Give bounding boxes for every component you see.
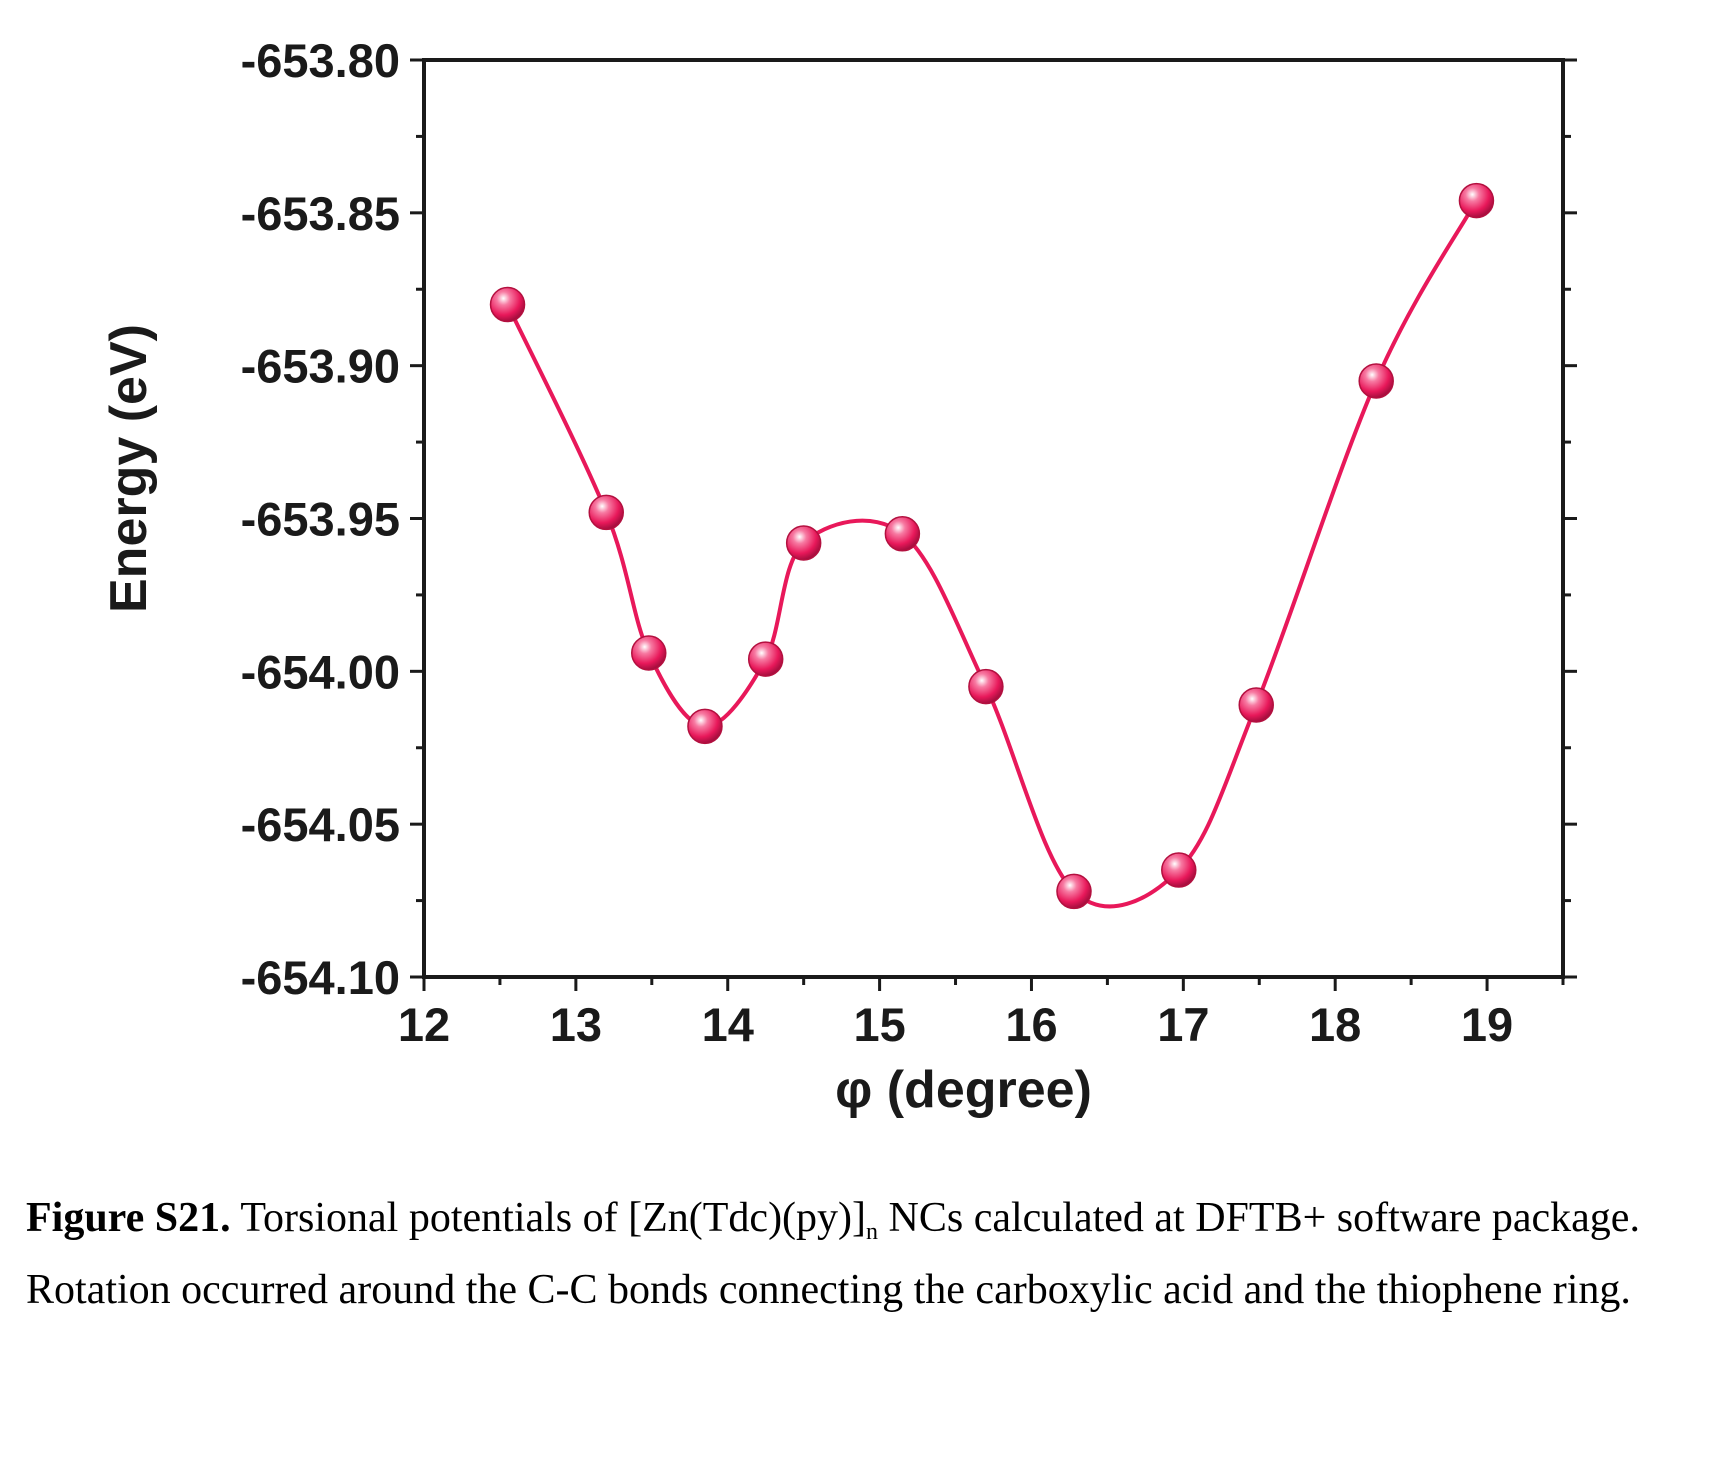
- data-point: [1056, 873, 1092, 910]
- y-tick-label: -654.00: [241, 645, 400, 698]
- data-point: [1161, 852, 1197, 888]
- x-tick-label: 13: [550, 998, 602, 1051]
- x-axis-label: φ (degree): [835, 1061, 1092, 1119]
- axis-ticks: [410, 58, 1577, 991]
- data-point: [489, 286, 526, 323]
- data-point: [631, 635, 667, 671]
- x-tick-label: 19: [1461, 998, 1513, 1051]
- data-point: [1238, 687, 1274, 723]
- x-tick-label: 17: [1157, 998, 1209, 1051]
- x-tick-label: 14: [702, 998, 754, 1051]
- data-point: [687, 708, 723, 745]
- data-point: [747, 641, 784, 677]
- plot-frame: [422, 58, 1565, 979]
- x-tick-label: 18: [1309, 998, 1361, 1051]
- energy-chart: 12 13 14 15 16 17 18 19 -653.80-653.85-653.90-6…: [100, 34, 1577, 1119]
- figure-number: Figure S21.: [26, 1195, 231, 1241]
- y-tick-label: -653.95: [241, 493, 400, 546]
- x-tick-label: 12: [398, 998, 450, 1051]
- fitted-curve: [505, 199, 1479, 909]
- y-tick-label: -653.85: [241, 187, 400, 240]
- y-tick-labels: -653.80 -653.85 -653.90 -653.95 -654.00 -654.…: [241, 34, 400, 1004]
- y-axis-label: Energy (eV): [100, 324, 158, 613]
- data-point: [968, 668, 1004, 705]
- data-points: [489, 182, 1495, 910]
- caption-text-part1: Torsional potentials of [Zn(Tdc)(py)]: [230, 1195, 867, 1241]
- data-point: [884, 516, 921, 552]
- caption-subscript: n: [866, 1219, 879, 1245]
- data-point: [588, 494, 624, 531]
- data-point: [1458, 182, 1495, 219]
- y-tick-label: -654.05: [241, 798, 400, 851]
- data-point: [785, 525, 822, 561]
- y-tick-label: -653.80: [241, 34, 400, 87]
- x-tick-label: 15: [853, 998, 905, 1051]
- data-point: [1358, 363, 1394, 399]
- x-tick-labels: 12 13 14 15 16 17 18 19: [398, 998, 1513, 1051]
- x-tick-label: 16: [1005, 998, 1057, 1051]
- y-tick-label: -653.90: [241, 340, 400, 393]
- caption-text-part2: NCs calculated at DFTB+ software package…: [26, 1195, 1640, 1313]
- figure-caption: Figure S21. Torsional potentials of [Zn(…: [26, 1185, 1701, 1323]
- y-tick-label: -654.10: [241, 951, 400, 1004]
